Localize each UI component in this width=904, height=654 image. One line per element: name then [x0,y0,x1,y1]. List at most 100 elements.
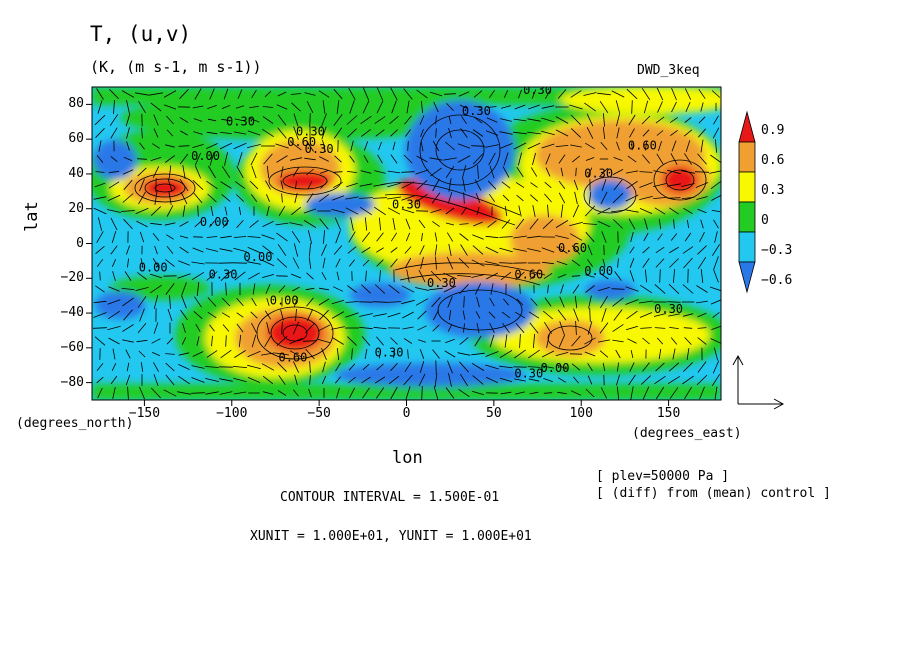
contour-label: 0.00 [200,215,229,229]
wind-vector [99,271,101,281]
wind-vector [631,100,633,114]
wind-vector [545,153,551,165]
wind-vector [291,230,301,244]
wind-vector [461,115,467,125]
wind-vector [500,105,512,109]
wind-vector [654,375,666,385]
wind-vector [179,178,189,192]
wind-vector [655,362,665,372]
wind-vector [570,128,582,138]
contour-label: 0.30 [523,83,552,97]
wind-vector [152,258,160,268]
wind-vector [225,282,227,296]
wind-vector [289,157,303,161]
wind-vector [234,181,246,189]
wind-vector [641,154,651,164]
wind-vector [448,127,452,139]
wind-vector [249,180,259,190]
wind-vector [331,299,345,305]
wind-vector [387,312,401,318]
contour-label: 0.60 [628,139,657,153]
y-tick-label: −80 [60,374,84,390]
wind-vector [459,104,469,110]
wind-vector [233,131,247,135]
plev-note: [ plev=50000 Pa ] [596,469,730,484]
wind-vector [694,171,710,173]
wind-vector [584,351,596,357]
wind-vector [696,285,708,293]
wind-vector [126,141,130,151]
wind-vector [150,284,162,294]
wind-vector [94,336,106,346]
wind-vector [262,375,274,385]
wind-vector [518,89,522,99]
wind-vector [97,387,103,399]
wind-vector [112,271,116,281]
wind-vector [516,194,524,202]
wind-vector [545,167,551,177]
wind-vector [502,298,510,306]
wind-vector [209,88,215,100]
wind-vector [276,258,288,268]
wind-vector [642,246,650,254]
wind-vector [659,269,661,283]
wind-vector [668,246,680,254]
wind-vector [403,88,413,100]
wind-vector [585,388,595,398]
wind-vector [617,362,619,372]
wind-vector [641,375,651,385]
wind-vector [136,339,148,343]
wind-vector [630,231,634,243]
wind-vector [587,375,593,385]
wind-vector [416,89,428,99]
wind-vector [489,334,495,348]
wind-vector [655,386,665,400]
wind-vector [110,127,118,139]
wind-vector [192,180,204,190]
wind-vector [153,295,159,309]
wind-vector [485,261,499,265]
wind-vector [345,207,359,215]
wind-vector [547,284,549,294]
wind-vector [642,362,650,372]
wind-vector [684,232,692,242]
wind-vector [191,377,205,383]
wind-vector [669,258,679,268]
wind-vector [499,236,513,238]
wind-vector [205,248,219,252]
wind-vector [154,245,158,255]
wind-vector [458,257,470,269]
wind-vector [557,274,567,278]
wind-vector [527,248,541,252]
wind-vector [557,391,567,395]
wind-vector [443,285,457,293]
wind-vector [387,170,401,174]
contour-label: 0.00 [191,149,220,163]
wind-vector [625,299,639,305]
wind-vector [302,340,318,342]
wind-vector [112,387,116,399]
wind-vector [266,165,270,179]
wind-vector [207,297,217,307]
wind-vector [96,88,104,100]
wind-vector [571,335,581,347]
wind-vector [432,221,440,227]
wind-vector [474,335,482,347]
wind-vector [194,88,202,100]
wind-vector [625,209,639,213]
wind-vector [600,295,608,309]
wind-vector [419,360,425,374]
wind-vector [471,259,485,267]
wind-vector [499,350,513,358]
wind-vector [445,387,455,399]
wind-vector [713,347,719,361]
contour-label: 0.00 [139,260,168,274]
wind-vector [289,337,303,345]
wind-vector [333,114,343,126]
wind-vector [599,100,609,114]
wind-vector [653,197,667,199]
wind-vector [471,274,485,278]
wind-vector [206,271,218,281]
axis-ticks [86,103,670,406]
